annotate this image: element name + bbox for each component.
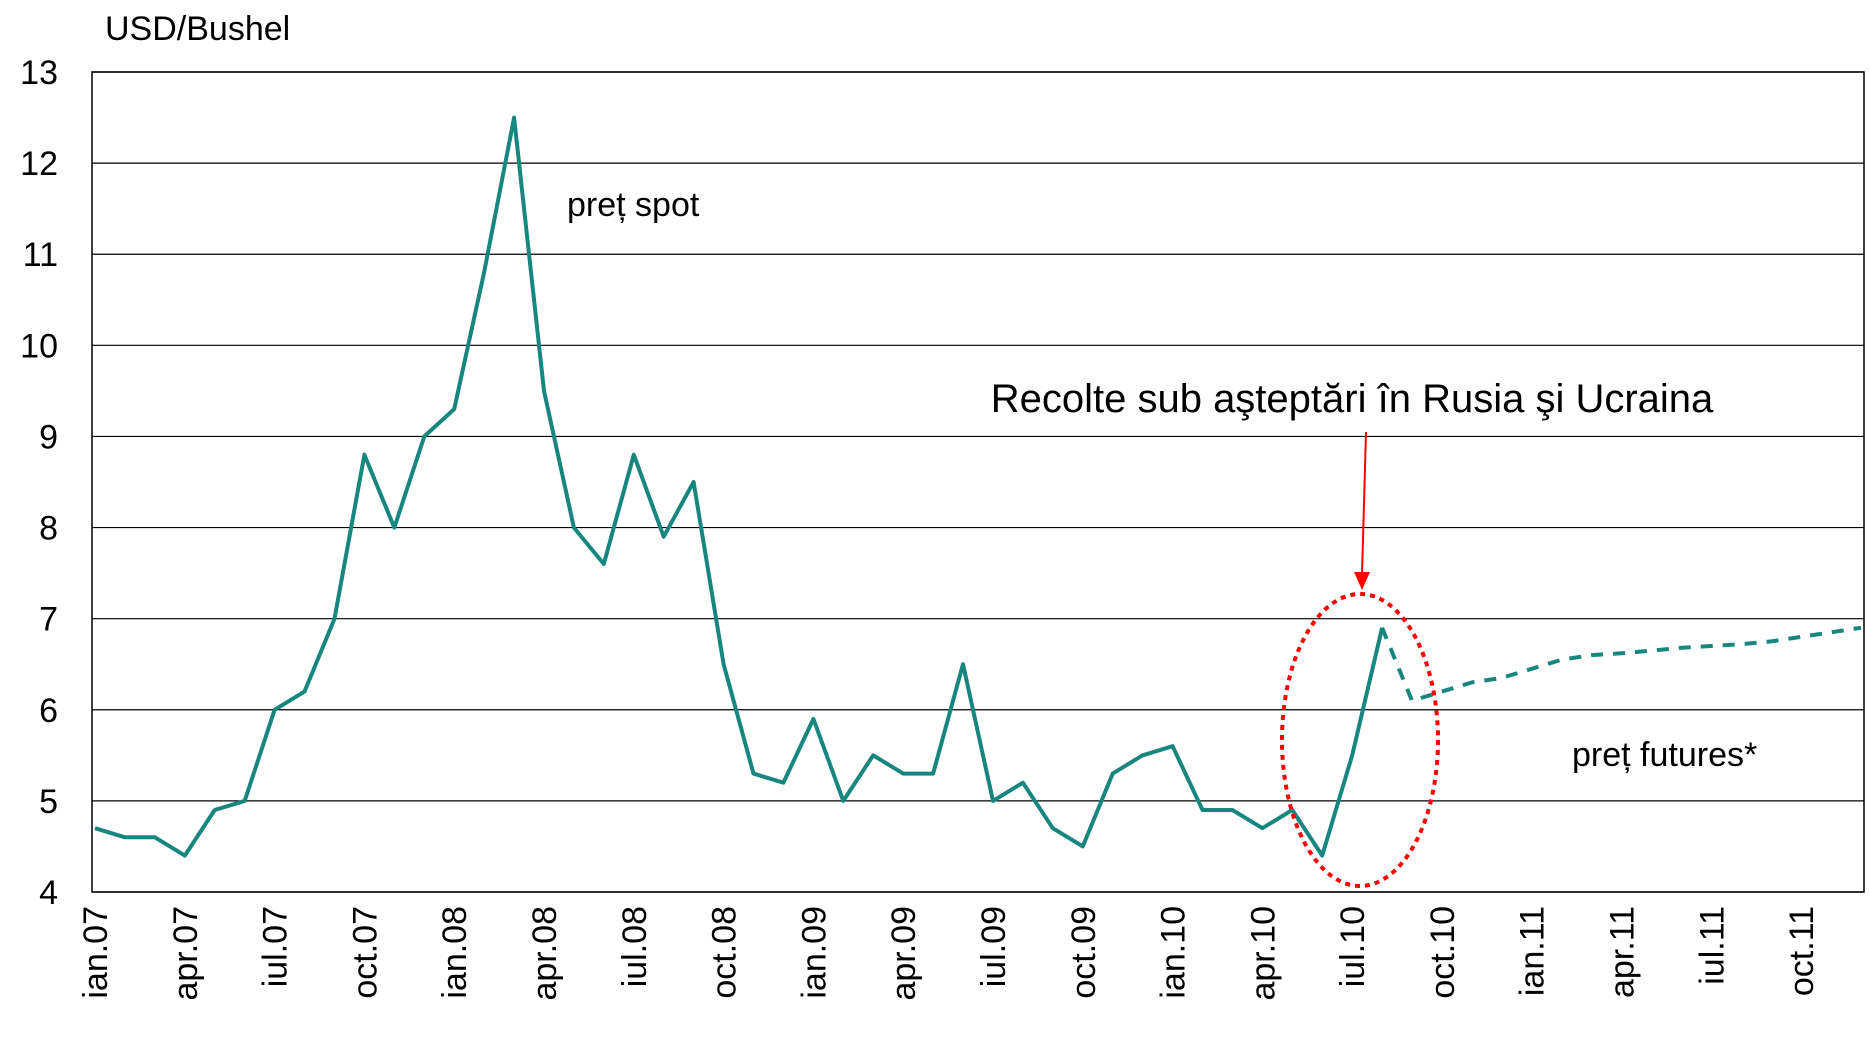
x-tick-label: apr.07 <box>167 906 205 1001</box>
y-tick-label: 4 <box>39 874 58 912</box>
x-tick-label: ian.11 <box>1514 906 1552 996</box>
annotation-arrow <box>1361 431 1367 576</box>
y-tick-label: 11 <box>23 236 58 274</box>
x-tick-label: ian.10 <box>1155 906 1193 999</box>
x-tick-label: oct.09 <box>1065 906 1103 999</box>
y-tick-label: 10 <box>20 327 58 365</box>
x-tick-label: iul.10 <box>1334 906 1372 987</box>
series-line <box>1380 625 1862 703</box>
x-tick-label: iul.09 <box>975 906 1013 987</box>
y-tick-label: 5 <box>39 783 58 821</box>
series-label: preț futures* <box>1572 736 1757 774</box>
x-tick-label: oct.08 <box>706 906 744 999</box>
x-tick-label: ian.08 <box>436 906 474 999</box>
x-tick-label: iul.08 <box>616 906 654 987</box>
x-tick-label: ian.07 <box>77 906 115 999</box>
x-tick-label: oct.11 <box>1783 906 1821 996</box>
y-tick-label: 9 <box>39 418 58 456</box>
y-axis-label: USD/Bushel <box>105 10 290 48</box>
annotation: Recolte sub aşteptări în Rusia şi Ucrain… <box>991 377 1714 421</box>
x-tick-label: apr.11 <box>1604 906 1642 998</box>
x-tick-label: apr.09 <box>885 906 923 1001</box>
x-tick-label: ian.09 <box>795 906 833 999</box>
highlight-ellipse <box>1280 592 1440 888</box>
x-tick-label: iul.11 <box>1693 906 1731 985</box>
annotation-arrowhead <box>1354 572 1370 590</box>
x-tick-label: oct.07 <box>346 906 384 999</box>
x-tick-label: apr.08 <box>526 906 564 1001</box>
series-line <box>94 115 1385 858</box>
series-label: preț spot <box>567 186 700 224</box>
y-tick-label: 6 <box>39 692 58 730</box>
y-tick-label: 12 <box>20 145 58 183</box>
y-tick-label: 13 <box>20 54 58 92</box>
y-tick-label: 7 <box>39 601 58 639</box>
x-tick-label: oct.10 <box>1424 906 1462 999</box>
y-tick-label: 8 <box>39 510 58 548</box>
plot-frame <box>91 71 1865 893</box>
x-tick-label: iul.07 <box>257 906 295 987</box>
x-tick-label: apr.10 <box>1244 906 1282 1001</box>
